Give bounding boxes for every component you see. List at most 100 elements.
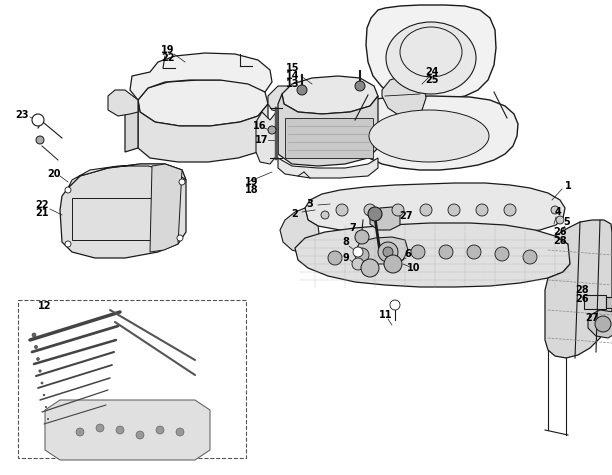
Circle shape bbox=[392, 204, 404, 216]
Polygon shape bbox=[355, 237, 408, 264]
Circle shape bbox=[328, 251, 342, 265]
Circle shape bbox=[448, 204, 460, 216]
Circle shape bbox=[352, 258, 364, 270]
Bar bbox=[285, 118, 373, 158]
Text: 28: 28 bbox=[575, 285, 589, 295]
Circle shape bbox=[45, 406, 47, 408]
Circle shape bbox=[504, 204, 516, 216]
Circle shape bbox=[551, 206, 559, 214]
Polygon shape bbox=[278, 158, 378, 178]
Polygon shape bbox=[138, 80, 268, 126]
Text: 1: 1 bbox=[565, 181, 572, 191]
Circle shape bbox=[43, 394, 45, 396]
Circle shape bbox=[297, 85, 307, 95]
Circle shape bbox=[353, 247, 363, 257]
Text: 28: 28 bbox=[553, 236, 567, 246]
Text: 26: 26 bbox=[575, 294, 589, 304]
Circle shape bbox=[595, 316, 611, 332]
Circle shape bbox=[383, 247, 393, 257]
Polygon shape bbox=[545, 220, 612, 358]
Ellipse shape bbox=[369, 110, 489, 162]
Polygon shape bbox=[295, 223, 572, 287]
Text: 16: 16 bbox=[253, 121, 267, 131]
Circle shape bbox=[65, 187, 71, 193]
Circle shape bbox=[439, 245, 453, 259]
Circle shape bbox=[96, 424, 104, 432]
Circle shape bbox=[368, 207, 382, 221]
Polygon shape bbox=[305, 183, 565, 236]
Text: 8: 8 bbox=[343, 237, 349, 247]
Text: 27: 27 bbox=[585, 313, 599, 323]
Bar bbox=[584, 295, 606, 309]
Circle shape bbox=[355, 81, 365, 91]
Circle shape bbox=[467, 245, 481, 259]
Circle shape bbox=[390, 300, 400, 310]
Text: 23: 23 bbox=[15, 110, 29, 120]
Polygon shape bbox=[138, 100, 268, 162]
Circle shape bbox=[321, 211, 329, 219]
Text: 25: 25 bbox=[425, 75, 439, 85]
Text: 18: 18 bbox=[245, 185, 259, 195]
Text: 15: 15 bbox=[286, 63, 300, 73]
Circle shape bbox=[361, 259, 379, 277]
Text: 10: 10 bbox=[407, 263, 421, 273]
Circle shape bbox=[383, 246, 397, 260]
Circle shape bbox=[411, 245, 425, 259]
Polygon shape bbox=[125, 100, 138, 152]
Text: 5: 5 bbox=[564, 217, 570, 227]
Text: 17: 17 bbox=[255, 135, 269, 145]
Polygon shape bbox=[45, 400, 210, 460]
Text: 11: 11 bbox=[379, 310, 393, 320]
Polygon shape bbox=[278, 94, 378, 166]
Text: 24: 24 bbox=[425, 67, 439, 77]
Text: 19: 19 bbox=[161, 45, 175, 55]
Bar bbox=[18, 300, 246, 458]
Circle shape bbox=[523, 250, 537, 264]
Polygon shape bbox=[60, 164, 186, 258]
Text: 2: 2 bbox=[292, 209, 299, 219]
Text: 22: 22 bbox=[161, 53, 175, 63]
Bar bbox=[606, 297, 612, 308]
Polygon shape bbox=[340, 96, 518, 170]
Circle shape bbox=[177, 235, 183, 241]
Circle shape bbox=[495, 247, 509, 261]
Text: 13: 13 bbox=[286, 79, 300, 89]
Text: 21: 21 bbox=[35, 208, 49, 218]
Circle shape bbox=[34, 345, 37, 349]
Circle shape bbox=[355, 230, 369, 244]
Circle shape bbox=[355, 248, 369, 262]
Text: 26: 26 bbox=[553, 227, 567, 237]
Text: 6: 6 bbox=[405, 249, 411, 259]
Text: 9: 9 bbox=[343, 253, 349, 263]
Circle shape bbox=[136, 431, 144, 439]
Circle shape bbox=[476, 204, 488, 216]
Polygon shape bbox=[268, 86, 295, 112]
Bar bbox=[72, 198, 152, 240]
Polygon shape bbox=[108, 90, 138, 116]
Circle shape bbox=[32, 114, 44, 126]
Circle shape bbox=[156, 426, 164, 434]
Circle shape bbox=[116, 426, 124, 434]
Bar bbox=[472, 128, 486, 137]
Polygon shape bbox=[370, 207, 400, 230]
Text: 19: 19 bbox=[245, 177, 259, 187]
Circle shape bbox=[65, 241, 71, 247]
Text: 14: 14 bbox=[286, 71, 300, 81]
Text: 22: 22 bbox=[35, 200, 49, 210]
Circle shape bbox=[364, 204, 376, 216]
Circle shape bbox=[268, 126, 276, 134]
Text: 20: 20 bbox=[47, 169, 61, 179]
Text: 12: 12 bbox=[38, 301, 52, 311]
Circle shape bbox=[32, 333, 36, 337]
Circle shape bbox=[336, 204, 348, 216]
Circle shape bbox=[47, 418, 48, 419]
Polygon shape bbox=[280, 208, 320, 254]
Text: 27: 27 bbox=[399, 211, 412, 221]
Circle shape bbox=[76, 428, 84, 436]
Circle shape bbox=[39, 370, 41, 372]
Circle shape bbox=[384, 255, 402, 273]
Circle shape bbox=[41, 382, 43, 384]
Polygon shape bbox=[130, 53, 272, 100]
Polygon shape bbox=[68, 164, 186, 188]
Polygon shape bbox=[282, 76, 378, 114]
